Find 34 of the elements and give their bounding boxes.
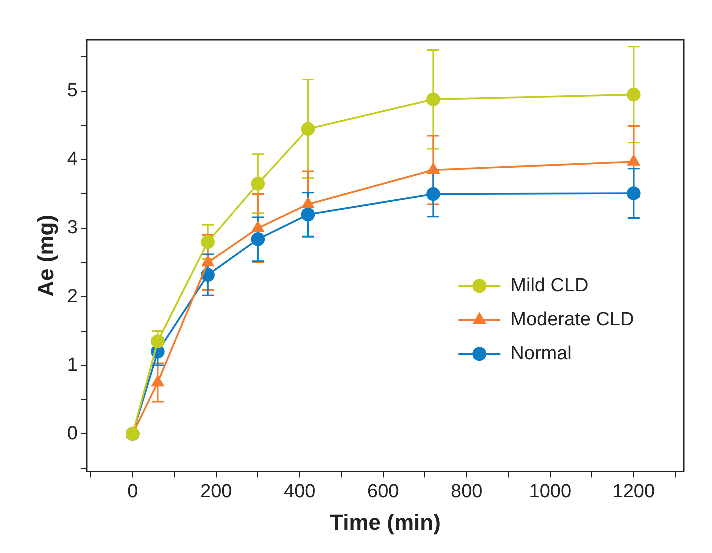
point — [252, 222, 264, 232]
point — [251, 232, 266, 246]
point — [627, 88, 641, 102]
y-tick-label: 3 — [67, 218, 78, 239]
x-tick-label: 400 — [284, 481, 316, 502]
point — [627, 186, 641, 200]
y-tick-label: 1 — [67, 354, 78, 376]
point — [152, 376, 164, 387]
y-tick-label: 2 — [67, 286, 78, 308]
legend-label: Normal — [510, 343, 572, 364]
point — [301, 122, 316, 136]
x-tick-label: 200 — [200, 481, 232, 502]
y-tick-label: 5 — [67, 80, 78, 102]
legend-label: Moderate CLD — [510, 309, 634, 330]
legend-label: Mild CLD — [510, 275, 589, 296]
point — [302, 198, 314, 208]
point — [251, 177, 266, 191]
x-tick-label: 1200 — [612, 481, 656, 502]
y-tick-label: 4 — [67, 149, 78, 170]
x-tick-label: 600 — [368, 481, 400, 502]
y-axis-title: Ae (mg) — [33, 214, 58, 297]
point — [202, 256, 214, 267]
point — [628, 155, 640, 166]
x-axis-title: Time (min) — [330, 510, 441, 535]
y-tick-label: 0 — [67, 423, 78, 444]
point — [301, 208, 316, 222]
x-tick-label: 1000 — [529, 481, 572, 502]
point — [427, 163, 440, 174]
x-tick-label: 800 — [451, 481, 483, 502]
point — [151, 334, 165, 348]
point — [426, 92, 440, 107]
point — [201, 235, 215, 250]
x-tick-label: 0 — [128, 481, 138, 502]
point — [426, 187, 440, 202]
